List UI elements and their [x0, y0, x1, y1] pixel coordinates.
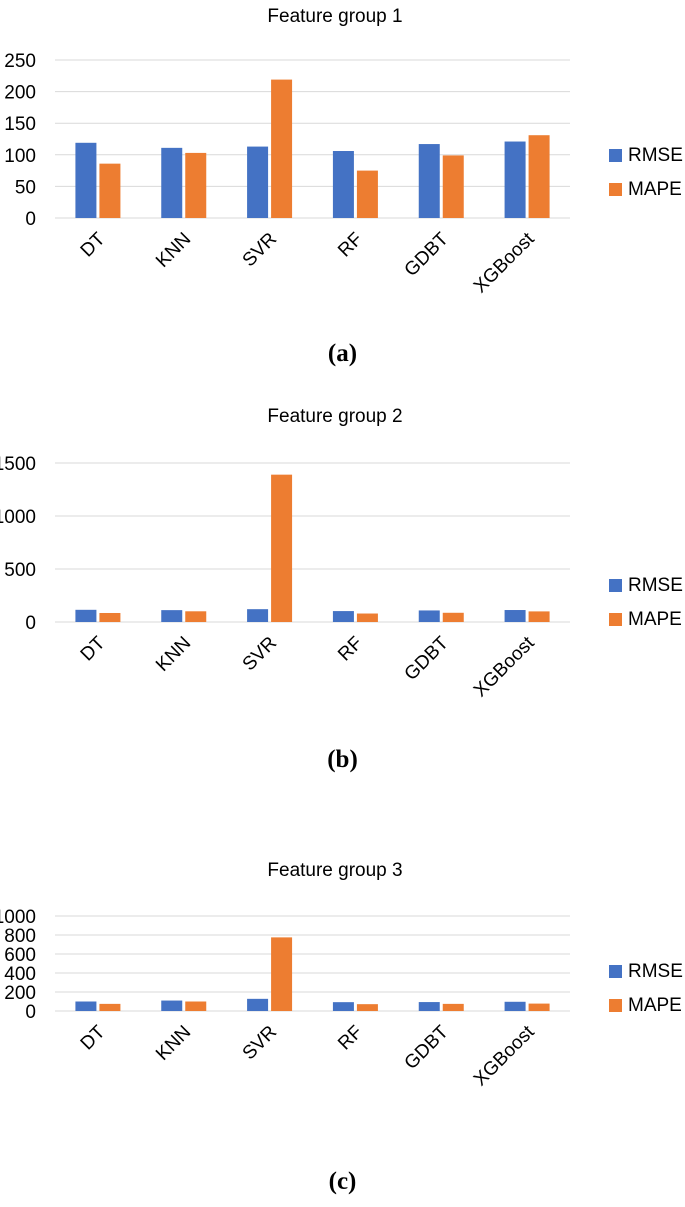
y-tick-label: 250	[4, 51, 36, 72]
bar-mape-gdbt	[442, 612, 464, 622]
x-tick-label: GDBT	[401, 632, 453, 684]
bar-rmse-rf	[332, 1002, 354, 1011]
x-tick-label: XGBoost	[470, 1021, 539, 1090]
bar-mape-knn	[185, 611, 207, 622]
legend-swatch-rmse	[609, 965, 622, 978]
x-tick-label: SVR	[239, 1022, 281, 1064]
bar-mape-xgboost	[528, 135, 550, 218]
x-tick-label: KNN	[152, 633, 195, 676]
x-tick-label: KNN	[152, 229, 195, 272]
x-tick-label: SVR	[239, 633, 281, 675]
chart-feature-group-3: Feature group 3 02004006008001000 DT KNN SVR…	[0, 860, 683, 1090]
y-tick-label: 600	[4, 945, 36, 966]
y-tick-label: 0	[25, 209, 36, 230]
y-tick-label: 400	[4, 964, 36, 985]
bar-rmse-svr	[247, 146, 269, 218]
legend-label-rmse: RMSE	[628, 575, 683, 596]
chart-feature-group-1: Feature group 1 0 50 100 150 200 250 DT KNN SVR RF…	[4, 6, 683, 297]
y-tick-label: 800	[4, 926, 36, 947]
bar-mape-dt	[99, 1003, 121, 1011]
bar-mape-xgboost	[528, 611, 550, 622]
y-tick-label: 500	[4, 560, 36, 581]
legend-label-mape: MAPE	[628, 995, 682, 1016]
chart-title: Feature group 2	[267, 406, 402, 427]
x-tick-label: RF	[334, 1022, 367, 1055]
bar-mape-rf	[356, 613, 378, 622]
bar-rmse-gdbt	[418, 1002, 440, 1011]
y-tick-label: 1500	[0, 454, 36, 475]
x-tick-label: DT	[77, 632, 110, 665]
bar-mape-svr	[271, 79, 293, 218]
bar-rmse-dt	[75, 1001, 97, 1011]
caption-b: (b)	[327, 746, 358, 773]
y-tick-label: 1000	[0, 507, 36, 528]
bar-mape-dt	[99, 612, 121, 622]
y-tick-label: 150	[4, 114, 36, 135]
x-tick-label: XGBoost	[470, 632, 539, 701]
x-tick-label: KNN	[152, 1022, 195, 1065]
bar-rmse-xgboost	[504, 141, 526, 218]
x-tick-label: RF	[334, 229, 367, 262]
x-tick-label: GDBT	[401, 1021, 453, 1073]
bar-mape-rf	[356, 1004, 378, 1011]
bar-rmse-svr	[247, 609, 269, 622]
caption-a: (a)	[327, 340, 358, 367]
chart-panel-a: Feature group 1 0 50 100 150 200 250 DT KNN SVR RF…	[0, 0, 685, 330]
legend-label-mape: MAPE	[628, 179, 682, 200]
y-tick-label: 100	[4, 146, 36, 167]
x-tick-label: DT	[77, 1021, 110, 1054]
y-tick-label: 1000	[0, 907, 36, 928]
bar-rmse-xgboost	[504, 610, 526, 622]
bar-mape-xgboost	[528, 1003, 550, 1011]
chart-title: Feature group 3	[267, 860, 402, 881]
legend-swatch-mape	[609, 613, 622, 626]
y-tick-label: 0	[25, 613, 36, 634]
bar-mape-dt	[99, 163, 121, 218]
bar-rmse-dt	[75, 142, 97, 218]
y-tick-label: 200	[4, 83, 36, 104]
bar-mape-svr	[271, 937, 293, 1011]
legend-swatch-rmse	[609, 579, 622, 592]
chart-panel-c: Feature group 3 02004006008001000 DT KNN SVR…	[0, 840, 685, 1160]
bar-mape-svr	[271, 474, 293, 622]
x-tick-label: GDBT	[401, 228, 453, 280]
bar-rmse-xgboost	[504, 1001, 526, 1011]
x-tick-label: DT	[77, 228, 110, 261]
x-tick-label: SVR	[239, 229, 281, 271]
bar-rmse-svr	[247, 998, 269, 1011]
x-tick-label: RF	[334, 633, 367, 666]
bar-mape-gdbt	[442, 1003, 464, 1011]
bar-mape-gdbt	[442, 155, 464, 218]
bar-rmse-rf	[332, 151, 354, 218]
y-tick-label: 50	[15, 177, 36, 198]
bar-mape-knn	[185, 152, 207, 218]
bar-rmse-dt	[75, 609, 97, 622]
bar-mape-rf	[356, 170, 378, 218]
chart-title: Feature group 1	[267, 6, 402, 27]
caption-c: (c)	[328, 1168, 357, 1195]
bar-mape-knn	[185, 1001, 207, 1011]
legend-label-mape: MAPE	[628, 609, 682, 630]
legend-swatch-mape	[609, 999, 622, 1012]
y-tick-label: 0	[25, 1002, 36, 1023]
x-tick-label: XGBoost	[470, 228, 539, 297]
chart-feature-group-2: Feature group 2 0 500 1000 1500 DT KNN SVR RF GDB…	[0, 406, 683, 701]
bar-rmse-knn	[161, 1000, 183, 1011]
legend-swatch-mape	[609, 183, 622, 196]
bar-rmse-gdbt	[418, 610, 440, 622]
legend-label-rmse: RMSE	[628, 961, 683, 982]
bar-rmse-rf	[332, 611, 354, 622]
bar-rmse-knn	[161, 610, 183, 622]
legend-swatch-rmse	[609, 149, 622, 162]
bar-rmse-gdbt	[418, 144, 440, 218]
y-tick-label: 200	[4, 983, 36, 1004]
legend-label-rmse: RMSE	[628, 145, 683, 166]
bar-rmse-knn	[161, 147, 183, 218]
chart-panel-b: Feature group 2 0 500 1000 1500 DT KNN SVR RF GDB…	[0, 390, 685, 760]
